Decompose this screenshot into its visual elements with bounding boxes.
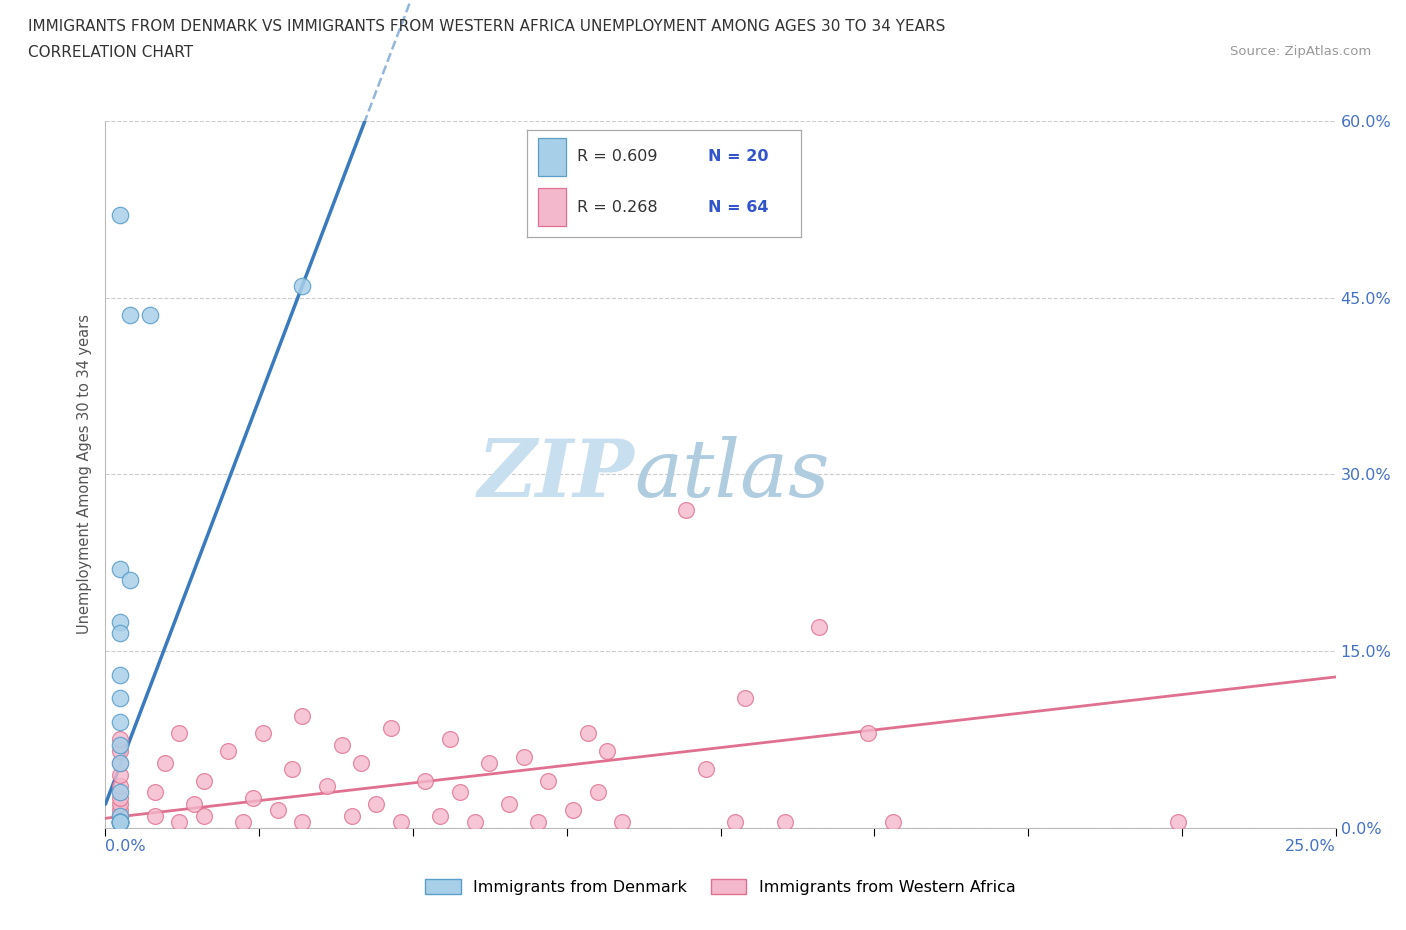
Point bbox=[110, 815, 132, 830]
Point bbox=[537, 773, 560, 788]
Point bbox=[110, 732, 132, 747]
Point bbox=[281, 762, 304, 777]
Point bbox=[110, 691, 132, 706]
Point bbox=[380, 720, 402, 735]
Point bbox=[724, 815, 747, 830]
Point bbox=[183, 797, 205, 812]
Point bbox=[413, 773, 436, 788]
Point bbox=[291, 815, 314, 830]
Point bbox=[169, 726, 191, 741]
Point bbox=[291, 709, 314, 724]
Point bbox=[773, 815, 796, 830]
Point bbox=[315, 779, 337, 794]
Point bbox=[110, 815, 132, 830]
Text: IMMIGRANTS FROM DENMARK VS IMMIGRANTS FROM WESTERN AFRICA UNEMPLOYMENT AMONG AGE: IMMIGRANTS FROM DENMARK VS IMMIGRANTS FR… bbox=[28, 19, 945, 33]
Text: ZIP: ZIP bbox=[478, 435, 634, 513]
Point bbox=[110, 815, 132, 830]
Point bbox=[734, 691, 756, 706]
Point bbox=[110, 808, 132, 823]
Point bbox=[513, 750, 536, 764]
Point bbox=[110, 744, 132, 759]
Point bbox=[110, 815, 132, 830]
Point bbox=[218, 744, 240, 759]
Text: N = 64: N = 64 bbox=[709, 200, 769, 215]
Y-axis label: Unemployment Among Ages 30 to 34 years: Unemployment Among Ages 30 to 34 years bbox=[76, 314, 91, 634]
Point bbox=[110, 815, 132, 830]
Point bbox=[120, 308, 141, 323]
Point bbox=[807, 620, 830, 635]
Text: R = 0.268: R = 0.268 bbox=[576, 200, 657, 215]
Point bbox=[110, 797, 132, 812]
Point bbox=[110, 614, 132, 629]
Point bbox=[110, 790, 132, 805]
Text: atlas: atlas bbox=[634, 435, 830, 513]
Point bbox=[193, 808, 215, 823]
Point bbox=[110, 808, 132, 823]
Point bbox=[110, 815, 132, 830]
Point bbox=[449, 785, 471, 800]
Point bbox=[143, 785, 166, 800]
Point bbox=[464, 815, 486, 830]
Point bbox=[110, 815, 132, 830]
Point bbox=[110, 815, 132, 830]
Text: R = 0.609: R = 0.609 bbox=[576, 150, 657, 165]
Point bbox=[110, 815, 132, 830]
Point bbox=[1167, 815, 1189, 830]
Point bbox=[110, 815, 132, 830]
Point bbox=[232, 815, 254, 830]
Point bbox=[110, 815, 132, 830]
Point bbox=[120, 573, 141, 588]
Point bbox=[193, 773, 215, 788]
Point bbox=[110, 561, 132, 576]
Point bbox=[110, 714, 132, 729]
Point bbox=[110, 667, 132, 682]
Point bbox=[110, 779, 132, 794]
Text: Source: ZipAtlas.com: Source: ZipAtlas.com bbox=[1230, 45, 1371, 58]
Point bbox=[138, 308, 162, 323]
Point bbox=[586, 785, 609, 800]
Point bbox=[695, 762, 717, 777]
Point bbox=[291, 278, 314, 293]
Point bbox=[498, 797, 520, 812]
Point bbox=[429, 808, 451, 823]
Point bbox=[143, 808, 166, 823]
Point bbox=[242, 790, 264, 805]
Point bbox=[562, 803, 585, 817]
Point bbox=[110, 815, 132, 830]
Point bbox=[350, 755, 373, 770]
Point bbox=[389, 815, 412, 830]
Point bbox=[366, 797, 388, 812]
Point bbox=[169, 815, 191, 830]
Point bbox=[267, 803, 290, 817]
Point bbox=[882, 815, 904, 830]
Point bbox=[110, 207, 132, 222]
Text: 0.0%: 0.0% bbox=[105, 839, 146, 854]
Text: 25.0%: 25.0% bbox=[1285, 839, 1336, 854]
Text: CORRELATION CHART: CORRELATION CHART bbox=[28, 45, 193, 60]
Bar bbox=[538, 188, 565, 227]
Point bbox=[110, 755, 132, 770]
Point bbox=[110, 785, 132, 800]
Point bbox=[610, 815, 633, 830]
Legend: Immigrants from Denmark, Immigrants from Western Africa: Immigrants from Denmark, Immigrants from… bbox=[419, 872, 1022, 901]
Point bbox=[858, 726, 880, 741]
Point bbox=[110, 815, 132, 830]
Point bbox=[110, 737, 132, 752]
Point bbox=[110, 626, 132, 641]
Point bbox=[439, 732, 461, 747]
Point bbox=[110, 767, 132, 782]
Point bbox=[596, 744, 619, 759]
Bar bbox=[538, 138, 565, 176]
Point bbox=[110, 803, 132, 817]
Point bbox=[576, 726, 599, 741]
Point bbox=[252, 726, 274, 741]
Point bbox=[153, 755, 176, 770]
Point bbox=[675, 502, 697, 517]
Point bbox=[340, 808, 363, 823]
Point bbox=[330, 737, 353, 752]
Text: N = 20: N = 20 bbox=[709, 150, 769, 165]
Point bbox=[478, 755, 501, 770]
Point bbox=[110, 755, 132, 770]
Point bbox=[527, 815, 550, 830]
